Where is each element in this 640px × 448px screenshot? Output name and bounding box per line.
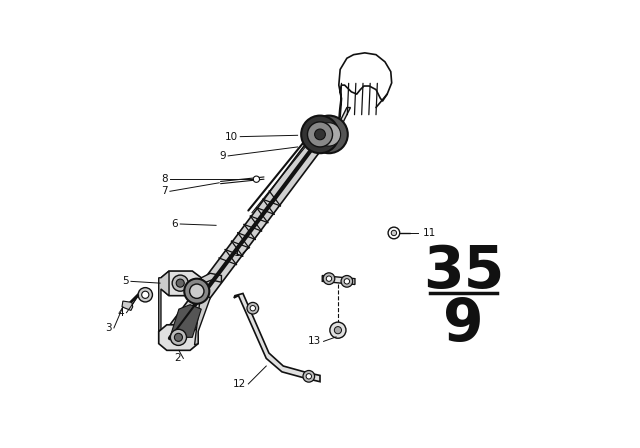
Text: 2: 2 [175, 353, 181, 363]
Polygon shape [338, 108, 351, 125]
Polygon shape [338, 125, 343, 134]
Polygon shape [170, 305, 202, 337]
Text: 4: 4 [118, 308, 124, 318]
Circle shape [176, 279, 184, 287]
Circle shape [247, 302, 259, 314]
Circle shape [391, 230, 397, 236]
Circle shape [341, 276, 353, 287]
Circle shape [301, 116, 339, 153]
Text: 1: 1 [234, 248, 241, 258]
Circle shape [253, 176, 260, 182]
Circle shape [303, 370, 315, 382]
Circle shape [189, 284, 204, 298]
Circle shape [315, 129, 325, 140]
Text: 6: 6 [172, 219, 178, 229]
Circle shape [310, 116, 348, 153]
Circle shape [344, 279, 349, 284]
Circle shape [184, 279, 209, 304]
Circle shape [141, 291, 149, 298]
Circle shape [138, 288, 152, 302]
Polygon shape [234, 293, 320, 382]
Text: 11: 11 [423, 228, 436, 238]
Circle shape [317, 123, 340, 146]
Circle shape [174, 333, 182, 341]
Polygon shape [323, 276, 355, 284]
Polygon shape [159, 325, 198, 350]
Circle shape [334, 327, 342, 334]
Text: 5: 5 [122, 276, 129, 286]
Text: 8: 8 [161, 174, 168, 184]
Polygon shape [195, 273, 221, 345]
Circle shape [307, 122, 333, 147]
Text: 12: 12 [233, 379, 246, 389]
Text: 13: 13 [308, 336, 321, 346]
Circle shape [330, 322, 346, 338]
Polygon shape [338, 53, 392, 125]
Text: 3: 3 [105, 323, 112, 333]
Polygon shape [159, 271, 169, 332]
Polygon shape [122, 301, 132, 310]
Circle shape [250, 306, 255, 311]
Circle shape [326, 276, 332, 281]
Text: 7: 7 [161, 186, 168, 196]
Circle shape [172, 275, 188, 291]
Polygon shape [161, 271, 202, 296]
Circle shape [323, 273, 335, 284]
Circle shape [306, 374, 312, 379]
Text: 9: 9 [443, 296, 484, 353]
Text: 9: 9 [220, 151, 226, 161]
Circle shape [388, 227, 400, 239]
Text: 35: 35 [422, 242, 504, 300]
Text: 10: 10 [225, 132, 238, 142]
Circle shape [170, 329, 186, 345]
Polygon shape [163, 136, 324, 343]
